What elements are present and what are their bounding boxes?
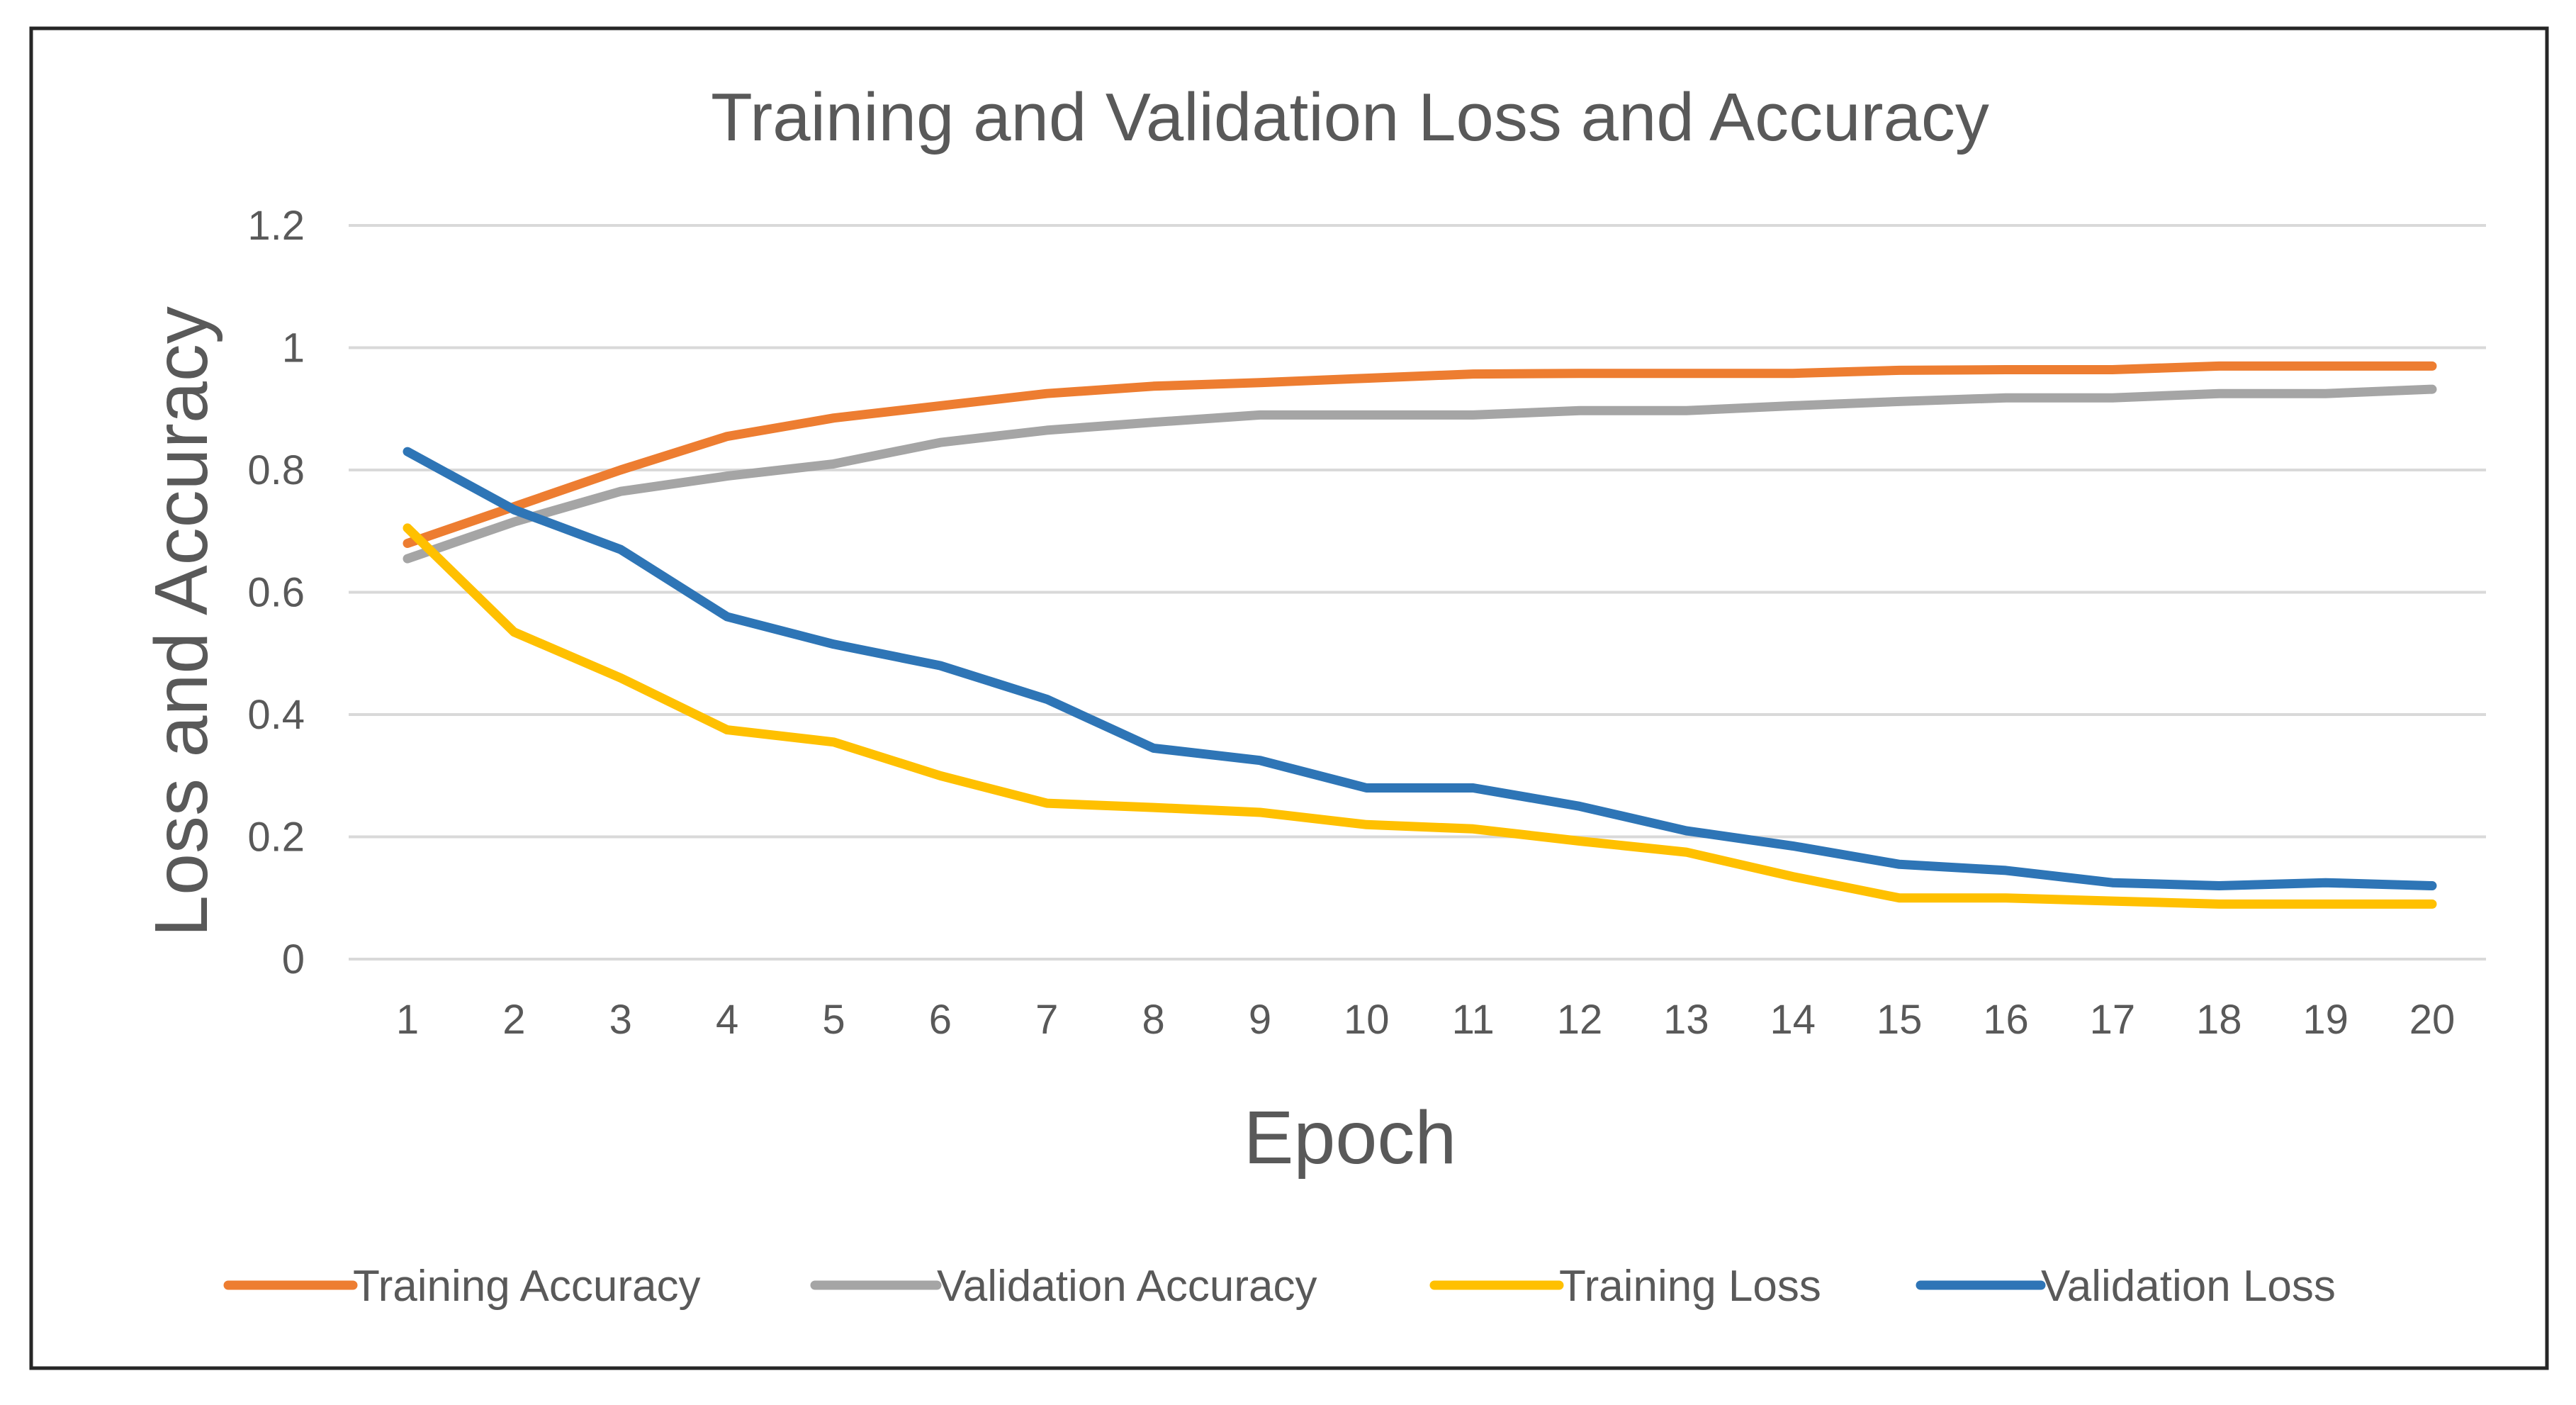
x-tick-label: 8 bbox=[1142, 997, 1164, 1043]
x-tick-label: 7 bbox=[1035, 997, 1058, 1043]
series-line-validation-loss bbox=[403, 447, 2437, 890]
x-tick-label: 11 bbox=[1452, 997, 1495, 1043]
y-tick-label: 1.2 bbox=[247, 203, 305, 249]
series-line-validation-accuracy bbox=[403, 384, 2437, 564]
chart-frame bbox=[29, 26, 2549, 1370]
legend-label-training-accuracy: Training Accuracy bbox=[353, 1262, 700, 1311]
x-tick-label: 3 bbox=[609, 997, 632, 1043]
x-tick-label: 10 bbox=[1344, 997, 1390, 1043]
x-axis-ticks: 1 2 3 4 5 6 7 8 9 10 11 12 13 14 15 16 17 18 19 20 bbox=[396, 997, 2455, 1043]
x-tick-label: 19 bbox=[2302, 997, 2349, 1043]
x-tick-label: 2 bbox=[502, 997, 525, 1043]
x-axis-title: Epoch bbox=[1244, 1096, 1457, 1180]
legend-label-validation-accuracy: Validation Accuracy bbox=[937, 1262, 1317, 1311]
y-tick-label: 1 bbox=[282, 325, 305, 371]
y-axis-title: Loss and Accuracy bbox=[140, 306, 223, 937]
x-tick-label: 12 bbox=[1557, 997, 1603, 1043]
x-tick-label: 16 bbox=[1983, 997, 2029, 1043]
y-tick-label: 0.8 bbox=[247, 447, 305, 493]
x-tick-label: 4 bbox=[716, 997, 738, 1043]
legend-label-training-loss: Training Loss bbox=[1559, 1262, 1821, 1311]
x-tick-label: 5 bbox=[822, 997, 845, 1043]
series-lines bbox=[403, 361, 2437, 909]
series-line-training-accuracy bbox=[403, 361, 2437, 548]
x-tick-label: 6 bbox=[929, 997, 952, 1043]
x-tick-label: 14 bbox=[1770, 997, 1816, 1043]
chart-title: Training and Validation Loss and Accurac… bbox=[711, 79, 1989, 155]
x-tick-label: 17 bbox=[2090, 997, 2136, 1043]
legend-label-validation-loss: Validation Loss bbox=[2041, 1262, 2336, 1311]
y-tick-label: 0.6 bbox=[247, 570, 305, 616]
y-axis-ticks: 0 0.2 0.4 0.6 0.8 1 1.2 bbox=[247, 203, 305, 983]
x-tick-label: 13 bbox=[1663, 997, 1709, 1043]
y-tick-label: 0.4 bbox=[247, 692, 305, 738]
x-tick-label: 20 bbox=[2409, 997, 2456, 1043]
y-tick-label: 0.2 bbox=[247, 815, 305, 861]
x-tick-label: 1 bbox=[396, 997, 419, 1043]
x-tick-label: 15 bbox=[1877, 997, 1923, 1043]
gridlines bbox=[349, 224, 2486, 961]
legend: Training Accuracy Validation Accuracy Trai… bbox=[223, 1262, 2336, 1311]
series-line-training-loss bbox=[403, 523, 2437, 909]
x-tick-label: 9 bbox=[1249, 997, 1271, 1043]
x-tick-label: 18 bbox=[2196, 997, 2242, 1043]
y-tick-label: 0 bbox=[282, 936, 305, 983]
